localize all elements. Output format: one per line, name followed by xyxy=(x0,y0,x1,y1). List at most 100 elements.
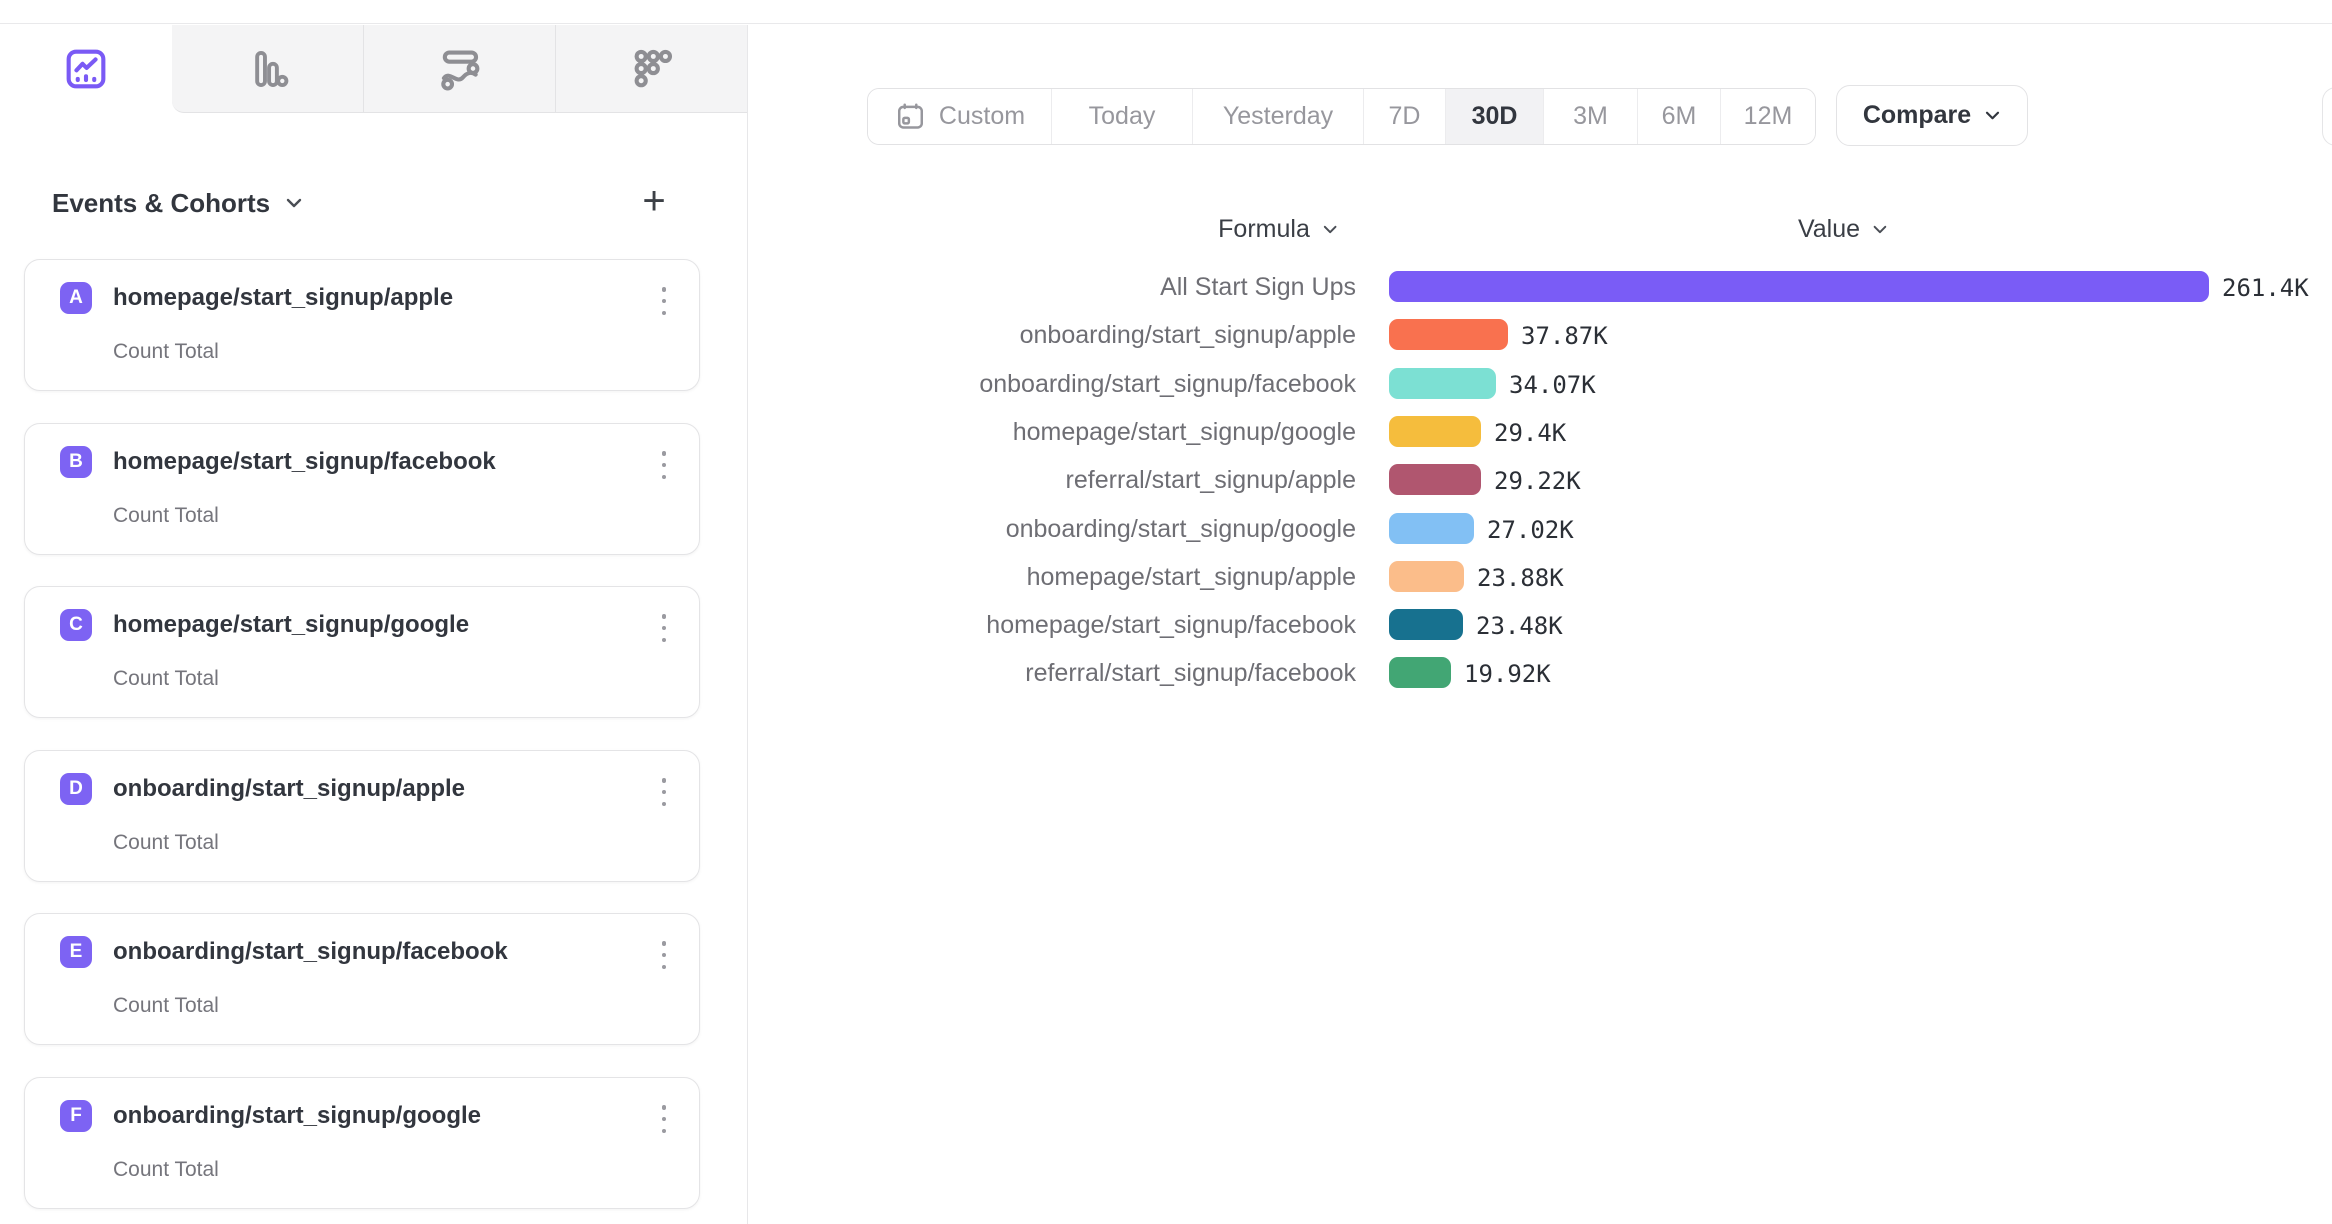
date-range-label: 7D xyxy=(1388,102,1421,130)
chart-bar-value: 29.4K xyxy=(1494,419,1567,447)
chart-bar[interactable] xyxy=(1389,368,1496,399)
chart-bar[interactable] xyxy=(1389,464,1481,495)
chevron-down-icon xyxy=(1322,224,1338,235)
event-letter-badge: F xyxy=(60,1100,92,1132)
flows-icon xyxy=(434,43,486,95)
date-range-label: 12M xyxy=(1743,102,1793,130)
event-title: onboarding/start_signup/google xyxy=(113,1102,481,1129)
chart-bar[interactable] xyxy=(1389,657,1451,688)
event-measure: Count Total xyxy=(113,1158,219,1181)
kebab-menu-icon[interactable] xyxy=(655,285,673,317)
add-event-button[interactable]: + xyxy=(642,179,666,223)
kebab-menu-icon[interactable] xyxy=(655,1103,673,1135)
chart-bar-value: 19.92K xyxy=(1464,660,1551,688)
chart-row-label: onboarding/start_signup/apple xyxy=(1019,321,1356,349)
date-range-yesterday[interactable]: Yesterday xyxy=(1192,89,1363,144)
date-range-label: 30D xyxy=(1471,102,1518,130)
retention-icon xyxy=(626,43,678,95)
date-range-custom[interactable]: Custom xyxy=(868,89,1051,144)
chart-bar-value: 23.48K xyxy=(1476,612,1563,640)
chart-bar-value: 261.4K xyxy=(2222,274,2309,302)
date-range-selector: Custom Today Yesterday 7D 30D 3M 6M 12M xyxy=(867,88,1816,145)
chart-bar[interactable] xyxy=(1389,561,1464,592)
date-range-today[interactable]: Today xyxy=(1051,89,1192,144)
event-letter-badge: A xyxy=(60,282,92,314)
event-letter-badge: D xyxy=(60,773,92,805)
chevron-down-icon xyxy=(1984,110,2001,121)
formula-column-header[interactable]: Formula xyxy=(1218,215,1338,244)
date-range-label: 3M xyxy=(1573,102,1608,130)
event-title: onboarding/start_signup/facebook xyxy=(113,938,508,965)
chart-row-label: referral/start_signup/facebook xyxy=(1025,659,1356,687)
tab-flows-report[interactable] xyxy=(363,25,555,113)
event-title: onboarding/start_signup/apple xyxy=(113,775,466,802)
chart-bar[interactable] xyxy=(1389,416,1481,447)
date-range-30d[interactable]: 30D xyxy=(1445,89,1543,144)
calendar-icon xyxy=(894,100,927,133)
event-measure: Count Total xyxy=(113,504,219,527)
chart-bar-value: 29.22K xyxy=(1494,467,1581,495)
chart-bar[interactable] xyxy=(1389,271,2209,302)
event-measure: Count Total xyxy=(113,667,219,690)
main-panel: Custom Today Yesterday 7D 30D 3M 6M 12M Compare… xyxy=(749,25,2332,1224)
chart-bar-value: 37.87K xyxy=(1521,322,1608,350)
compare-button[interactable]: Compare xyxy=(1836,85,2028,146)
date-range-label: 6M xyxy=(1661,102,1697,130)
report-type-tabbar xyxy=(0,25,748,113)
event-measure: Count Total xyxy=(113,831,219,854)
date-range-label: Yesterday xyxy=(1222,102,1334,130)
date-range-label: Custom xyxy=(938,102,1026,130)
chart-bar[interactable] xyxy=(1389,319,1508,350)
event-letter-badge: B xyxy=(60,446,92,478)
date-range-3m[interactable]: 3M xyxy=(1543,89,1637,144)
chart-bar-value: 23.88K xyxy=(1477,564,1564,592)
formula-header-label: Formula xyxy=(1218,215,1310,243)
insights-line-chart-icon xyxy=(60,43,112,95)
top-border-strip xyxy=(0,0,2332,24)
chart-bar[interactable] xyxy=(1389,609,1463,640)
date-range-6m[interactable]: 6M xyxy=(1637,89,1720,144)
kebab-menu-icon[interactable] xyxy=(655,939,673,971)
date-range-12m[interactable]: 12M xyxy=(1720,89,1815,144)
chart-row-label: onboarding/start_signup/google xyxy=(1005,515,1356,543)
chart-row-label: homepage/start_signup/apple xyxy=(1026,563,1356,591)
value-header-label: Value xyxy=(1797,215,1861,243)
chart-row-label: onboarding/start_signup/facebook xyxy=(979,370,1356,398)
tab-retention-report[interactable] xyxy=(555,25,747,113)
event-title: homepage/start_signup/google xyxy=(113,611,470,638)
kebab-menu-icon[interactable] xyxy=(655,612,673,644)
events-cohorts-title: Events & Cohorts xyxy=(52,187,271,218)
date-range-7d[interactable]: 7D xyxy=(1363,89,1445,144)
tab-insights[interactable] xyxy=(0,25,172,113)
event-measure: Count Total xyxy=(113,340,219,363)
chart-row-label: referral/start_signup/apple xyxy=(1065,466,1356,494)
inactive-tabs-group xyxy=(172,25,747,113)
chart-bar[interactable] xyxy=(1389,513,1474,544)
event-title: homepage/start_signup/apple xyxy=(113,284,454,311)
kebab-menu-icon[interactable] xyxy=(655,449,673,481)
event-measure: Count Total xyxy=(113,994,219,1017)
event-letter-badge: C xyxy=(60,609,92,641)
tab-bar-report[interactable] xyxy=(172,25,363,113)
chart-bar-value: 27.02K xyxy=(1487,516,1574,544)
event-title: homepage/start_signup/facebook xyxy=(113,448,496,475)
event-letter-badge: E xyxy=(60,936,92,968)
clipped-edge-button[interactable] xyxy=(2322,87,2332,146)
chevron-down-icon xyxy=(1872,224,1888,235)
chart-row-label: homepage/start_signup/facebook xyxy=(986,611,1356,639)
value-column-header[interactable]: Value xyxy=(1798,215,1888,244)
bar-chart-icon xyxy=(242,43,294,95)
events-cohorts-header[interactable]: Events & Cohorts xyxy=(52,186,303,220)
kebab-menu-icon[interactable] xyxy=(655,776,673,808)
compare-label: Compare xyxy=(1862,101,1972,129)
chart-row-label: All Start Sign Ups xyxy=(1160,273,1356,301)
chart-row-label: homepage/start_signup/google xyxy=(1012,418,1356,446)
date-range-label: Today xyxy=(1088,102,1156,130)
